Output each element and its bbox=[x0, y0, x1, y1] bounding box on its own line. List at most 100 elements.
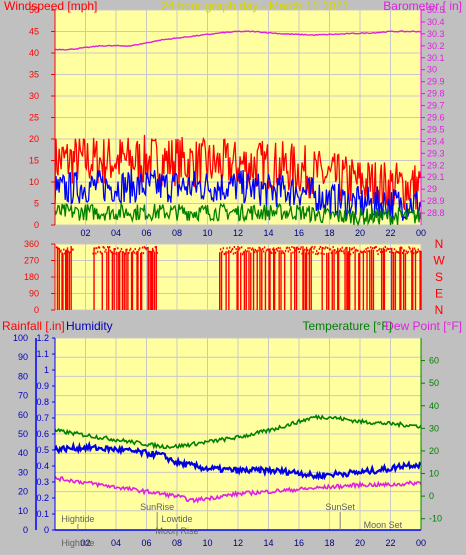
direction-tick-label: 0 bbox=[34, 305, 39, 315]
windspeed-tick-label: 5 bbox=[34, 199, 39, 209]
direction-series bbox=[55, 245, 422, 310]
barometer-tick-label: 30.1 bbox=[427, 53, 445, 63]
temperature-tick-label: 60 bbox=[429, 356, 439, 366]
wind-barometer-panel: 0 5 10 15 20 25 30 35 40 45 50 28.8 28.9 29 29.1 29.2 29… bbox=[4, 0, 462, 238]
temperature-axis-title: Temperature [°F] bbox=[303, 319, 393, 333]
time-tick-label: 10 bbox=[202, 538, 212, 548]
time-tick-label: 22 bbox=[385, 228, 395, 238]
barometer-tick-label: 29 bbox=[427, 184, 437, 194]
windspeed-tick-label: 30 bbox=[29, 91, 39, 101]
windspeed-tick-label: 20 bbox=[29, 134, 39, 144]
temperature-tick-label: 40 bbox=[429, 401, 439, 411]
time-tick-label: 16 bbox=[294, 228, 304, 238]
humidity-tick-label: 60 bbox=[18, 410, 28, 420]
compass-label: S bbox=[435, 270, 443, 284]
astronomy-annotations: Hightide Hightide SunRise Lowtide Moon Rise S… bbox=[61, 502, 402, 548]
rainfall-axis-title: Rainfall [.in] bbox=[2, 319, 65, 333]
time-tick-label: 20 bbox=[355, 228, 365, 238]
barometer-tick-label: 29.5 bbox=[427, 124, 445, 134]
temperature-gridlines bbox=[55, 337, 422, 531]
time-tick-label: 02 bbox=[80, 538, 90, 548]
annotation-label: SunSet bbox=[325, 502, 355, 512]
dew-point-axis-title: Dew Point [°F] bbox=[385, 319, 462, 333]
humidity-tick-label: 50 bbox=[18, 429, 28, 439]
barometer-tick-label: 29.8 bbox=[427, 89, 445, 99]
wind-series bbox=[54, 30, 422, 227]
windspeed-tick-label: 40 bbox=[29, 48, 39, 58]
time-tick-label: 04 bbox=[111, 228, 121, 238]
temperature-tick-label: 20 bbox=[429, 446, 439, 456]
rainfall-tick-label: 1 bbox=[44, 365, 49, 375]
barometer-axis-title: Barometer [ in] bbox=[383, 0, 462, 13]
rainfall-tick-label: 0.2 bbox=[36, 493, 49, 503]
annotation-label: Moon Rise bbox=[155, 526, 198, 536]
compass-label: E bbox=[435, 287, 443, 301]
barometer-tick-label: 29.3 bbox=[427, 148, 445, 158]
rainfall-tick-label: 0.7 bbox=[36, 413, 49, 423]
rainfall-tick-label: 0.1 bbox=[36, 509, 49, 519]
climate-series-line bbox=[54, 413, 422, 450]
humidity-tick-label: 80 bbox=[18, 371, 28, 381]
windspeed-tick-label: 0 bbox=[34, 220, 39, 230]
time-tick-label: 10 bbox=[202, 228, 212, 238]
wind-series-line bbox=[54, 201, 422, 227]
rainfall-tick-label: 0.3 bbox=[36, 477, 49, 487]
windspeed-tick-label: 35 bbox=[29, 70, 39, 80]
temperature-tick-label: 0 bbox=[429, 491, 434, 501]
humidity-tick-label: 20 bbox=[18, 487, 28, 497]
barometer-tick-label: 30.2 bbox=[427, 41, 445, 51]
time-tick-label: 06 bbox=[141, 538, 151, 548]
temperature-series bbox=[53, 413, 422, 531]
humidity-tick-label: 100 bbox=[13, 333, 28, 343]
climate-series-line bbox=[54, 476, 422, 504]
time-tick-label: 12 bbox=[233, 538, 243, 548]
compass-label: W bbox=[433, 254, 445, 268]
humidity-tick-label: 70 bbox=[18, 391, 28, 401]
barometer-tick-label: 29.6 bbox=[427, 113, 445, 123]
barometer-line bbox=[54, 30, 422, 51]
windspeed-axis-title: Windspeed [mph] bbox=[4, 0, 97, 13]
windspeed-tick-label: 45 bbox=[29, 27, 39, 37]
temperature-tick-label: -10 bbox=[429, 514, 442, 524]
windspeed-tick-label: 50 bbox=[29, 5, 39, 15]
barometer-tick-label: 29.1 bbox=[427, 172, 445, 182]
time-tick-label: 00 bbox=[416, 538, 426, 548]
time-tick-label: 18 bbox=[324, 228, 334, 238]
barometer-tick-label: 30.3 bbox=[427, 29, 445, 39]
humidity-tick-label: 0 bbox=[23, 525, 28, 535]
compass-label: N bbox=[435, 303, 444, 317]
time-tick-label: 12 bbox=[233, 228, 243, 238]
time-tick-label: 06 bbox=[141, 228, 151, 238]
direction-tick-label: 270 bbox=[24, 256, 39, 266]
barometer-tick-label: 29.9 bbox=[427, 77, 445, 87]
annotation-label: Hightide bbox=[61, 538, 94, 548]
temperature-tick-label: 50 bbox=[429, 378, 439, 388]
climate-series-line bbox=[53, 440, 422, 481]
wind-series-line bbox=[54, 169, 422, 221]
time-tick-label: 14 bbox=[263, 538, 273, 548]
time-tick-label: 20 bbox=[355, 538, 365, 548]
time-tick-label: 14 bbox=[263, 228, 273, 238]
time-tick-label: 08 bbox=[172, 228, 182, 238]
wind-series-line bbox=[54, 134, 422, 212]
barometer-tick-label: 30.4 bbox=[427, 17, 445, 27]
direction-tick-label: 90 bbox=[29, 289, 39, 299]
rainfall-tick-label: 0 bbox=[44, 525, 49, 535]
time-tick-label: 18 bbox=[324, 538, 334, 548]
rainfall-tick-label: 0.9 bbox=[36, 381, 49, 391]
barometer-tick-label: 29.2 bbox=[427, 160, 445, 170]
barometer-tick-label: 28.8 bbox=[427, 208, 445, 218]
humidity-tick-label: 10 bbox=[18, 506, 28, 516]
barometer-tick-label: 30 bbox=[427, 65, 437, 75]
time-tick-label: 02 bbox=[80, 228, 90, 238]
rainfall-tick-label: 0.8 bbox=[36, 397, 49, 407]
rainfall-tick-label: 1.2 bbox=[36, 333, 49, 343]
barometer-tick-label: 29.7 bbox=[427, 101, 445, 111]
temperature-axes: 010203040506070809010000.10.20.30.40.50.… bbox=[13, 333, 442, 548]
direction-tick-label: 180 bbox=[24, 272, 39, 282]
humidity-axis-title: Humidity bbox=[66, 319, 113, 333]
temperature-humidity-panel: 010203040506070809010000.10.20.30.40.50.… bbox=[2, 319, 462, 548]
